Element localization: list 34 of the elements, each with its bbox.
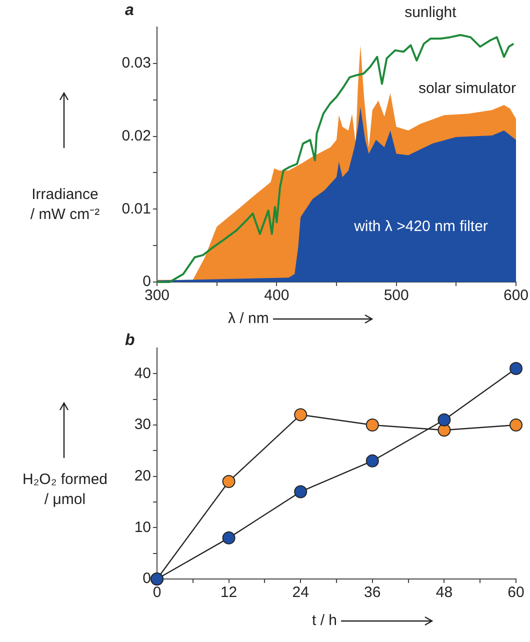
y-tick-label: 0.03 bbox=[122, 54, 151, 72]
x-axis-title: t / h bbox=[312, 612, 338, 629]
point bbox=[438, 413, 451, 426]
x-tick-label: 600 bbox=[503, 287, 529, 304]
y-tick-label: 10 bbox=[134, 518, 151, 536]
y-axis-title: H₂O₂ formed / μmol bbox=[22, 470, 108, 509]
x-axis-title: λ / nm bbox=[228, 310, 269, 327]
y-tick-label: 20 bbox=[134, 467, 151, 484]
x-tick-label: 12 bbox=[220, 584, 238, 602]
series-label: with λ >420 nm filter bbox=[353, 218, 488, 236]
series-label: sunlight bbox=[404, 4, 458, 22]
y-tick-label: 0.01 bbox=[122, 200, 151, 218]
y-tick-label: 0 bbox=[142, 570, 151, 588]
series-label: solar simulator bbox=[418, 80, 516, 97]
y-tick-label: 30 bbox=[134, 416, 151, 434]
point bbox=[222, 474, 236, 488]
x-tick-label: 36 bbox=[364, 584, 381, 602]
point bbox=[366, 454, 379, 468]
y-tick-label: 0.02 bbox=[122, 127, 151, 144]
x-tick-label: 60 bbox=[508, 584, 524, 602]
point bbox=[294, 485, 308, 498]
point bbox=[222, 531, 236, 544]
chart-title: b bbox=[125, 332, 135, 350]
point bbox=[510, 362, 522, 376]
x-tick-label: 500 bbox=[384, 287, 409, 304]
x-tick-label: 24 bbox=[292, 584, 309, 602]
x-tick-label: 48 bbox=[436, 584, 453, 602]
point bbox=[366, 418, 379, 432]
y-tick-label: 40 bbox=[134, 364, 151, 382]
x-tick-label: 400 bbox=[264, 287, 290, 304]
point bbox=[510, 418, 522, 432]
chart-title: a bbox=[125, 2, 134, 20]
y-axis-title: Irradiance / mW cm⁻² bbox=[30, 186, 100, 222]
point bbox=[294, 408, 308, 422]
